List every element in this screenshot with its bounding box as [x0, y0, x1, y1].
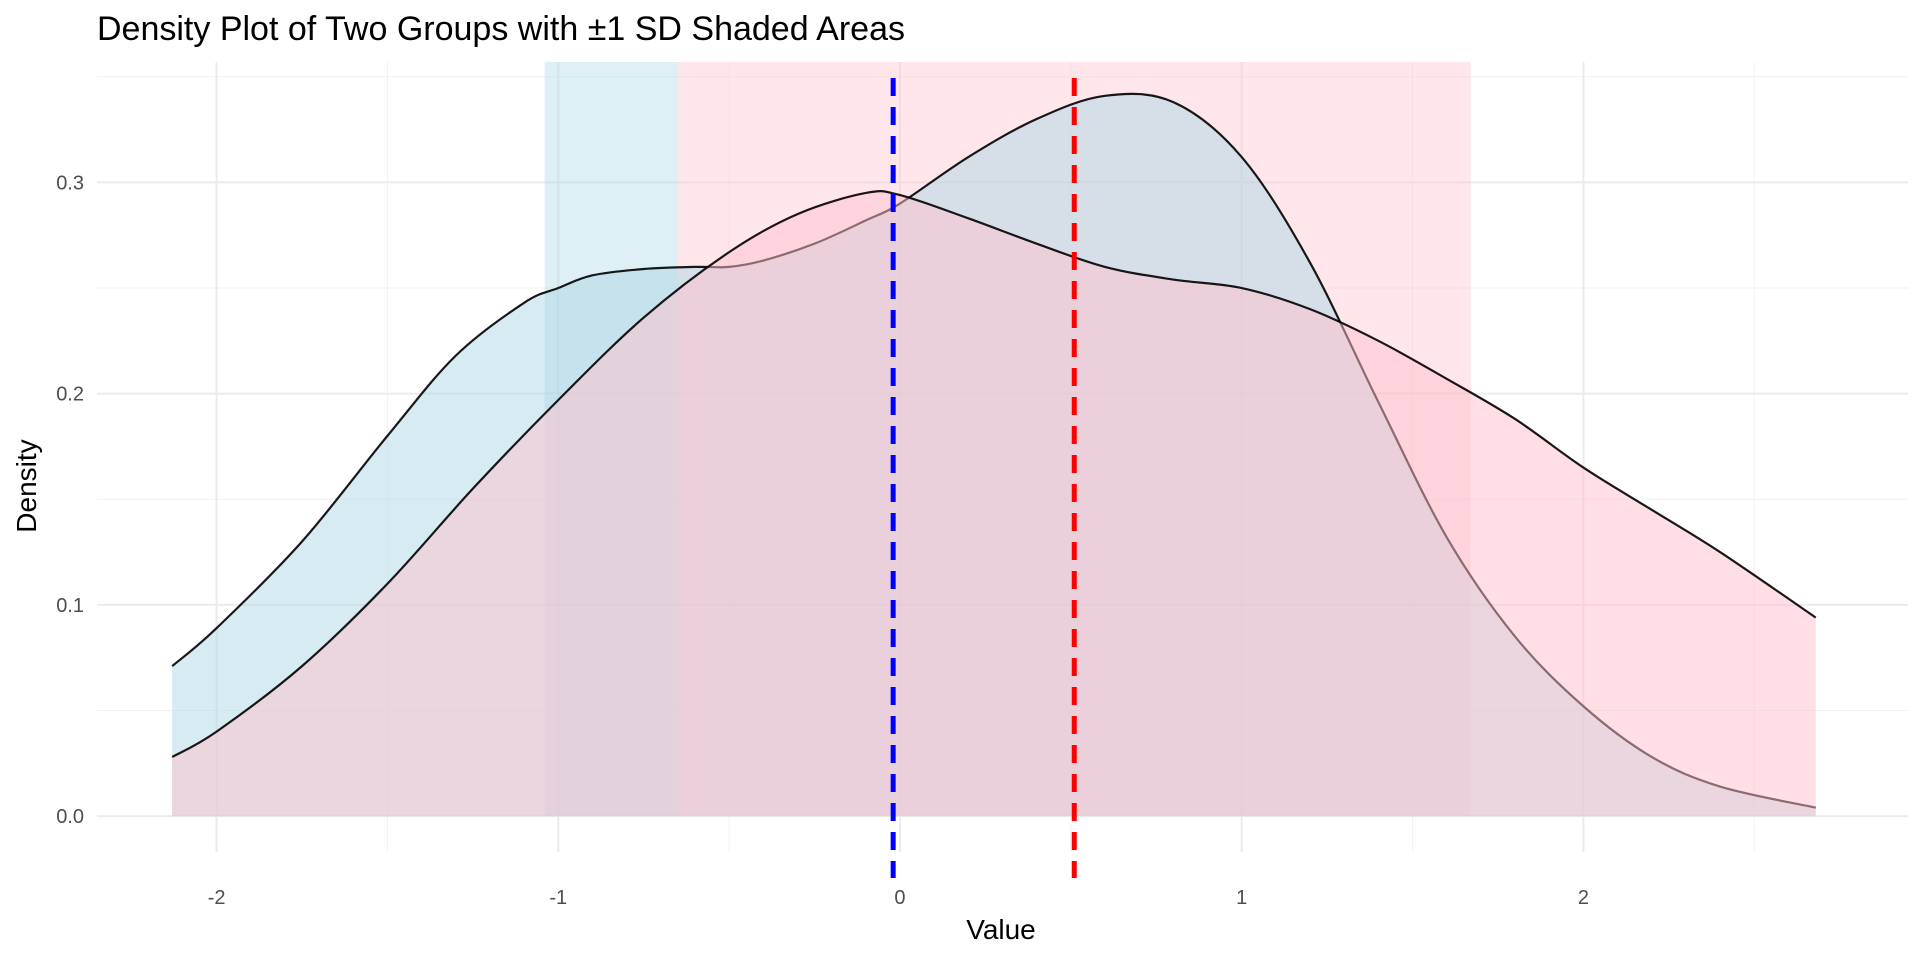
- y-axis-title: Density: [11, 439, 42, 532]
- density-areas: [171, 92, 1817, 817]
- x-tick-label: -2: [208, 887, 226, 909]
- x-tick-label: 2: [1578, 887, 1589, 909]
- density-area-2: [172, 191, 1816, 817]
- mean-lines: [890, 78, 1077, 878]
- y-tick-label: 0.0: [56, 806, 84, 828]
- y-tick-label: 0.1: [56, 595, 84, 617]
- x-tick-label: 0: [894, 887, 905, 909]
- chart-title: Density Plot of Two Groups with ±1 SD Sh…: [97, 10, 905, 48]
- x-tick-label: -1: [549, 887, 567, 909]
- y-tick-label: 0.3: [56, 172, 84, 194]
- x-axis-title: Value: [966, 914, 1036, 945]
- y-tick-label: 0.2: [56, 384, 84, 406]
- density-curve-2: [171, 190, 1817, 758]
- y-tick-labels: 0.0 0.1 0.2 0.3: [56, 172, 84, 828]
- x-tick-labels: -2 -1 0 1 2: [208, 887, 1589, 909]
- x-tick-label: 1: [1236, 887, 1247, 909]
